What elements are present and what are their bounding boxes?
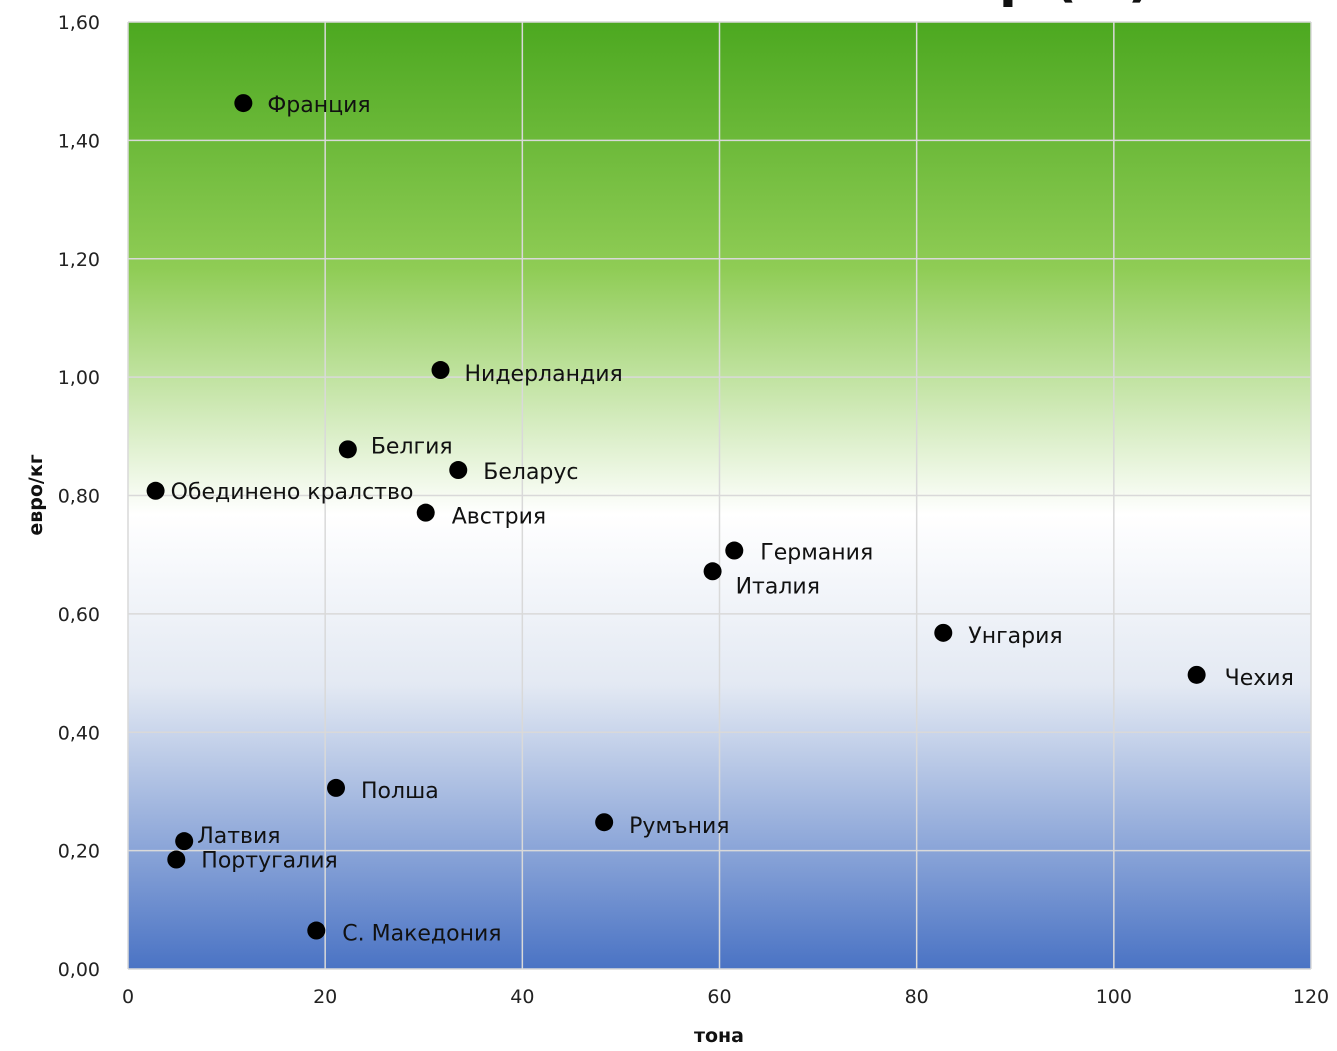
partial-title-fragment: р ( ) (999, 0, 1152, 9)
svg-text:): ) (1128, 0, 1152, 9)
y-tick-label: 1,40 (58, 130, 100, 152)
point-label: Обединено кралство (171, 480, 414, 505)
data-point (703, 562, 722, 581)
point-label: С. Македония (342, 922, 501, 947)
point-label: Унгария (968, 624, 1062, 649)
data-point (1187, 665, 1206, 684)
point-label: Нидерландия (465, 362, 623, 387)
point-label: Германия (760, 541, 873, 566)
x-tick-label: 0 (122, 986, 134, 1008)
data-point (431, 361, 450, 380)
y-tick-label: 0,60 (58, 604, 100, 626)
grid (127, 21, 1312, 970)
y-tick-label: 0,20 (58, 841, 100, 863)
point-label: Белгия (371, 434, 453, 459)
y-tick-label: 0,40 (58, 722, 100, 744)
y-axis-title: евро/кг (25, 454, 47, 535)
point-label: Полша (361, 779, 439, 804)
y-tick-label: 1,20 (58, 249, 100, 271)
data-point (327, 778, 346, 797)
data-point (175, 832, 194, 851)
data-point (167, 850, 186, 869)
data-point (595, 813, 614, 832)
svg-text:(: ( (1053, 0, 1077, 9)
svg-text:р: р (999, 0, 1036, 9)
point-label: Латвия (197, 824, 280, 849)
x-tick-label: 60 (707, 986, 731, 1008)
data-point (234, 94, 253, 113)
data-point (146, 481, 165, 500)
x-tick-label: 80 (905, 986, 929, 1008)
data-point (934, 623, 953, 642)
point-label: Франция (267, 93, 370, 118)
point-label: Беларус (483, 460, 578, 485)
y-tick-label: 0,00 (58, 959, 100, 981)
x-tick-label: 120 (1293, 986, 1329, 1008)
data-point (725, 541, 744, 560)
axis-ticks: 0 20 40 60 80 100 120 0,00 0,20 0,40 0,60 0,80 1,00 1… (58, 12, 1329, 1008)
x-tick-label: 40 (510, 986, 534, 1008)
x-tick-label: 100 (1096, 986, 1132, 1008)
data-point (307, 921, 326, 940)
y-tick-label: 0,80 (58, 486, 100, 508)
point-label: Италия (736, 574, 820, 599)
point-label: Румъния (629, 814, 729, 839)
point-label: Австрия (452, 505, 546, 530)
x-tick-label: 20 (313, 986, 337, 1008)
data-point (449, 461, 468, 480)
point-label: Чехия (1225, 666, 1294, 691)
data-point (416, 503, 435, 522)
data-point (338, 440, 357, 459)
data-points: Франция Нидерландия Белгия Беларус Обединено… (146, 93, 1294, 947)
y-tick-label: 1,60 (58, 12, 100, 34)
point-label: Португалия (201, 849, 337, 874)
y-tick-label: 1,00 (58, 367, 100, 389)
x-axis-title: тона (694, 1025, 744, 1047)
